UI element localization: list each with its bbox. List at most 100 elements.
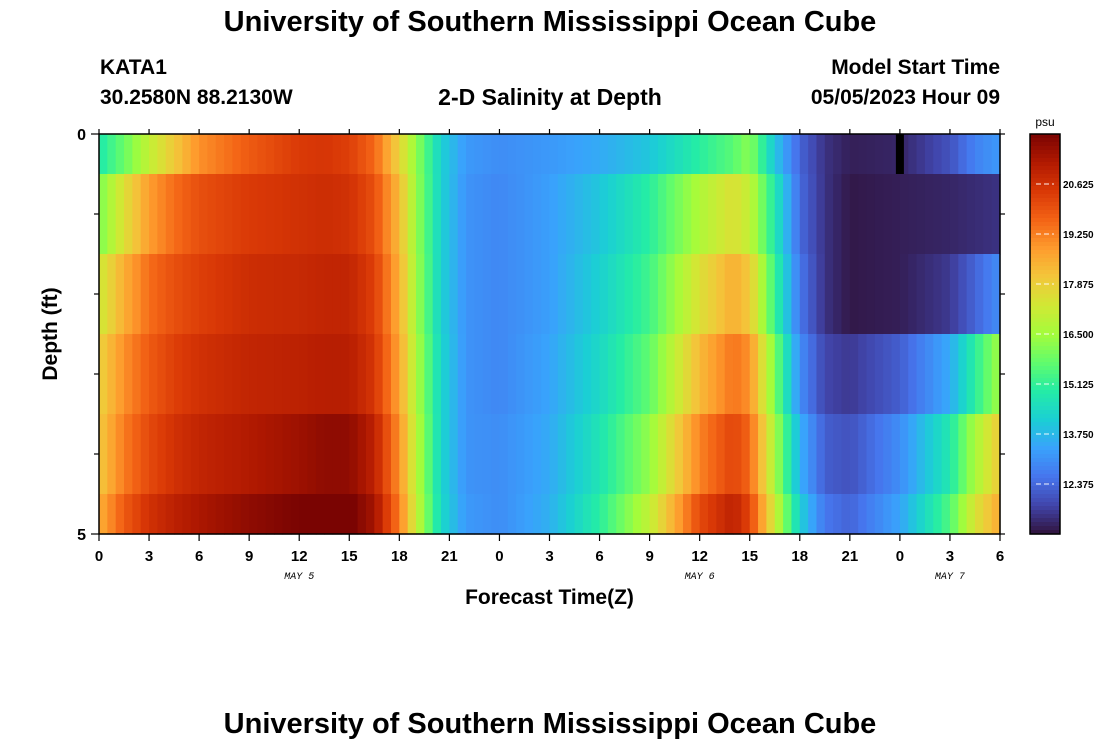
heatmap-cell <box>466 254 476 335</box>
heatmap-cell <box>416 414 425 495</box>
colorbar-segment <box>1030 278 1060 283</box>
heatmap-cell <box>574 134 584 175</box>
colorbar-segment <box>1030 494 1060 499</box>
colorbar-segment <box>1030 146 1060 151</box>
heatmap-cell <box>599 334 609 415</box>
heatmap-cell <box>616 494 626 535</box>
heatmap-cell <box>399 134 409 175</box>
heatmap-cell <box>783 494 793 535</box>
colorbar-segment <box>1030 526 1060 531</box>
colorbar-segment <box>1030 426 1060 431</box>
heatmap-cell <box>349 254 359 335</box>
colorbar-segment <box>1030 218 1060 223</box>
heatmap-cell <box>833 334 843 415</box>
heatmap-cell <box>758 334 767 415</box>
heatmap-cell <box>232 494 242 535</box>
heatmap-cell <box>716 494 726 535</box>
heatmap-cell <box>883 494 893 535</box>
heatmap-cell <box>382 494 392 535</box>
heatmap-cell <box>933 254 943 335</box>
heatmap-cell <box>691 254 701 335</box>
heatmap-cell <box>624 414 634 495</box>
heatmap-cell <box>724 494 734 535</box>
colorbar-segment <box>1030 322 1060 327</box>
heatmap-cell <box>841 494 851 535</box>
heatmap-cell <box>933 494 943 535</box>
heatmap-cell <box>749 334 759 415</box>
heatmap-cell <box>874 334 884 415</box>
heatmap-cell <box>657 134 667 175</box>
heatmap-cell <box>240 174 250 255</box>
heatmap-cell <box>758 494 767 535</box>
heatmap-cell <box>207 414 217 495</box>
colorbar-segment <box>1030 454 1060 459</box>
heatmap-cell <box>257 334 267 415</box>
heatmap-cell <box>416 174 425 255</box>
heatmap-cell <box>891 174 901 255</box>
heatmap-cell <box>624 174 634 255</box>
heatmap-cell <box>649 134 659 175</box>
colorbar-segment <box>1030 210 1060 215</box>
heatmap-cell <box>758 134 767 175</box>
heatmap-cell <box>774 254 784 335</box>
heatmap-cell <box>983 494 993 535</box>
colorbar-segment <box>1030 390 1060 395</box>
heatmap-cell <box>674 254 684 335</box>
heatmap-cell <box>174 414 184 495</box>
heatmap-cell <box>382 134 392 175</box>
x-day-label: MAY 7 <box>935 572 965 583</box>
colorbar-segment <box>1030 362 1060 367</box>
heatmap-cell <box>816 334 826 415</box>
heatmap-cell <box>215 414 225 495</box>
x-tick-label: 18 <box>391 548 408 565</box>
heatmap-cell <box>157 134 167 175</box>
heatmap-cell <box>474 134 484 175</box>
station-coordinates: 30.2580N 88.2130W <box>100 86 293 109</box>
heatmap-cell <box>841 174 851 255</box>
heatmap-cell <box>224 494 234 535</box>
heatmap-cell <box>507 254 517 335</box>
heatmap-cell <box>190 414 200 495</box>
heatmap-cell <box>99 334 108 415</box>
heatmap-cell <box>524 334 534 415</box>
heatmap-cell <box>991 174 1001 255</box>
chart-subtitle: 2-D Salinity at Depth <box>438 84 662 110</box>
colorbar-segment <box>1030 514 1060 519</box>
heatmap-cell <box>424 174 434 255</box>
x-tick-label: 6 <box>996 548 1004 565</box>
heatmap-cell <box>774 134 784 175</box>
heatmap-cell <box>140 494 150 535</box>
colorbar-segment <box>1030 250 1060 255</box>
heatmap-cell <box>399 334 409 415</box>
heatmap-cell <box>924 174 934 255</box>
heatmap-cell <box>607 254 617 335</box>
heatmap-cell <box>966 334 976 415</box>
heatmap-cell <box>466 494 476 535</box>
heatmap-cell <box>99 134 108 175</box>
colorbar-frame <box>1029 133 1061 535</box>
colorbar-segment <box>1030 174 1060 179</box>
colorbar-segment <box>1030 358 1060 363</box>
heatmap-cell <box>791 414 801 495</box>
heatmap-cell <box>582 134 592 175</box>
heatmap-cell <box>624 334 634 415</box>
heatmap-cell <box>399 494 409 535</box>
heatmap-cell <box>599 174 609 255</box>
heatmap-cell <box>799 174 809 255</box>
colorbar-tick-label: 20.625 <box>1063 180 1094 191</box>
heatmap-cell <box>482 414 492 495</box>
footer-title: University of Southern Mississippi Ocean… <box>223 708 877 740</box>
heatmap-cell <box>282 334 292 415</box>
heatmap-cell <box>274 134 284 175</box>
heatmap-cell <box>407 334 417 415</box>
heatmap-cell <box>182 134 192 175</box>
heatmap-cell <box>140 414 150 495</box>
heatmap-cell <box>157 334 167 415</box>
colorbar-segment <box>1030 370 1060 375</box>
x-axis-label: Forecast Time(Z) <box>465 586 634 609</box>
heatmap-cell <box>474 174 484 255</box>
heatmap-cell <box>332 334 342 415</box>
heatmap-cell <box>399 254 409 335</box>
heatmap-cell <box>916 414 926 495</box>
heatmap-cell <box>766 334 776 415</box>
